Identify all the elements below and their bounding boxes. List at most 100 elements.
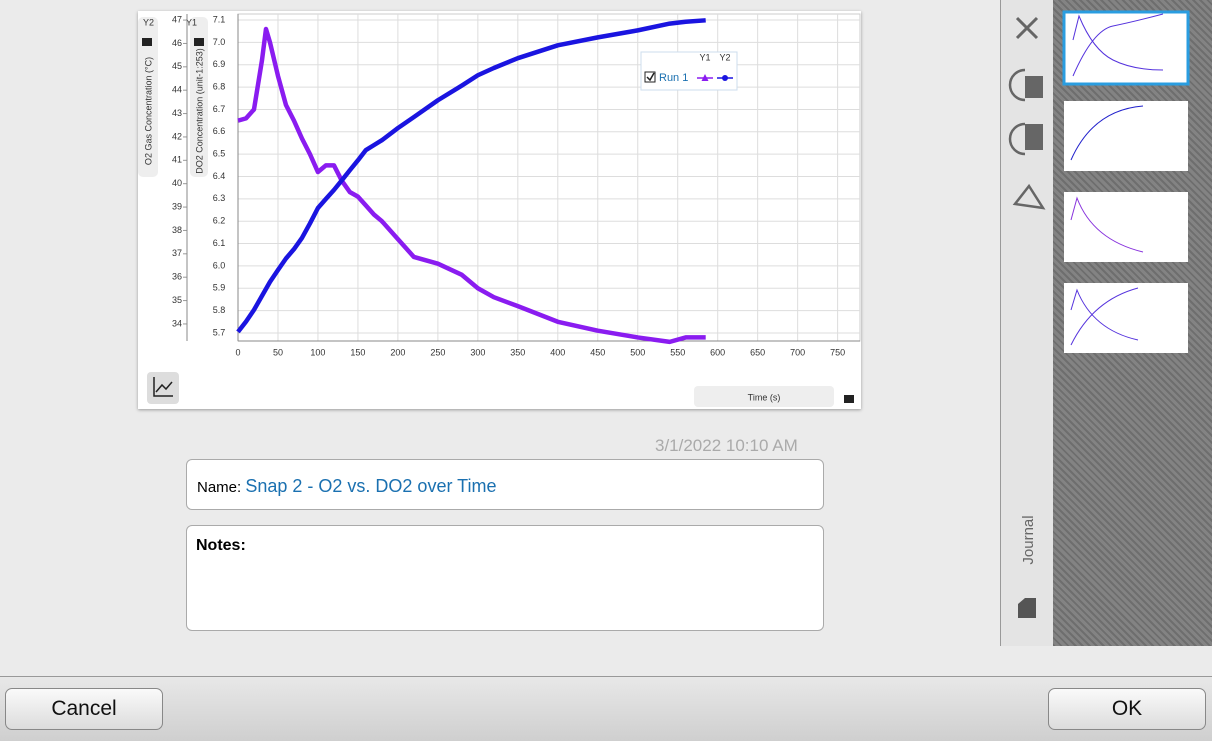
name-field[interactable]: Name: Snap 2 - O2 vs. DO2 over Time [186,459,824,510]
timestamp: 3/1/2022 10:10 AM [655,436,798,455]
share-icon[interactable] [1012,183,1046,210]
legend-column: Y1 [699,52,710,62]
thumbnail[interactable] [1062,10,1190,86]
y1-axis-strip [190,17,208,177]
thumbnail-plot [1070,287,1139,346]
y2-tick-label: 36 [172,272,182,282]
y2-axis-strip [138,17,158,177]
notes-label: Notes: [196,537,246,554]
y-tick-label: 6.5 [213,149,226,159]
series-line [237,26,706,345]
x-tick-label: 150 [350,347,365,357]
lock-icon[interactable] [142,38,152,46]
x-tick-label: 750 [830,347,845,357]
x-tick-label: 500 [630,347,645,357]
snapshot-icon[interactable] [1008,68,1026,102]
y2-tick-label: 45 [172,61,182,71]
y2-tick-label: 47 [172,14,182,24]
y2-tag: Y2 [143,17,154,27]
graph-tools-button[interactable] [147,372,179,404]
plot-area [237,13,861,342]
y-tick-label: 7.1 [213,14,226,24]
x-tick-label: 550 [670,347,685,357]
x-tick-label: 100 [310,347,325,357]
notes-field[interactable]: Notes: [186,525,824,631]
y2-tick-label: 34 [172,318,182,328]
y2-axis-label: O2 Gas Concentration (°C) [143,57,153,165]
journal-label[interactable]: Journal [1020,515,1037,564]
y2-tick-label: 41 [172,155,182,165]
x-tick-label: 350 [510,347,525,357]
name-label: Name: [197,479,242,496]
snapshot-icon[interactable] [1008,122,1026,156]
x-tick-label: 700 [790,347,805,357]
thumbnails [1062,10,1190,353]
legend-name: Run 1 [659,72,688,84]
y-tick-label: 6.7 [213,104,226,114]
y-tick-label: 6.1 [213,238,226,248]
y-tick-label: 5.7 [213,327,226,337]
name-value: Snap 2 - O2 vs. DO2 over Time [245,476,497,496]
graph-icon [153,377,173,397]
y-tick-label: 6.6 [213,126,226,136]
y-tick-label: 6.4 [213,171,226,181]
lock-icon[interactable] [194,38,204,46]
checkmark [646,72,655,82]
legend-column: Y2 [719,52,730,62]
x-tick-label: 250 [430,347,445,357]
legend-marker [701,74,709,81]
thumbnail[interactable] [1064,283,1188,353]
y-tick-label: 5.9 [213,283,226,293]
x-tick-label: 400 [550,347,565,357]
thumbnail-plot [1072,13,1164,77]
x-tick-label: 50 [273,347,283,357]
legend [640,51,738,91]
y2-tick-label: 40 [172,178,182,188]
journal-panel [1053,0,1212,646]
y-tick-label: 6.0 [213,260,226,270]
sidebar-icons: Journal [1008,16,1046,618]
x-tick-label: 300 [470,347,485,357]
y-tick-label: 6.3 [213,193,226,203]
x-tick-label: 650 [750,347,765,357]
series-line [236,18,706,334]
y2-tick-label: 39 [172,201,182,211]
snapshot-icon-box [1025,124,1043,150]
y1-axis-label: DO2 Concentration (unit-1:253) [194,48,204,174]
close-icon[interactable] [1015,16,1039,40]
y-tick-label: 6.9 [213,59,226,69]
chart: Y2 Y1 O2 Gas Concentration (°C) DO2 Conc… [138,11,861,409]
sidebar: Journal [1000,0,1054,646]
y2-tick-label: 44 [172,85,182,95]
y2-tick-label: 38 [172,225,182,235]
thumbnail[interactable] [1064,192,1188,262]
cancel-button[interactable]: Cancel [5,688,163,730]
x-tick-label: 600 [710,347,725,357]
y-tick-label: 6.2 [213,216,226,226]
y-tick-label: 7.0 [213,37,226,47]
y-tick-label: 5.8 [213,305,226,315]
y2-tick-label: 37 [172,248,182,258]
thumbnail[interactable] [1064,101,1188,171]
thumbnail-plot [1070,105,1144,161]
y2-tick-label: 43 [172,108,182,118]
legend-checkbox[interactable] [644,71,656,83]
x-tick-label: 200 [390,347,405,357]
legend-marker [722,75,728,81]
snapshot-icon-box [1025,76,1043,98]
bottom-bar [0,676,1212,741]
ok-button[interactable]: OK [1048,688,1206,730]
y-tick-label: 6.8 [213,81,226,91]
x-tick-label: 450 [590,347,605,357]
x-axis-strip [694,386,834,407]
y2-tick-label: 46 [172,38,182,48]
x-axis-label: Time (s) [748,392,781,402]
y2-tick-label: 42 [172,131,182,141]
thumbnail-plot [1070,196,1144,253]
y2-tick-label: 35 [172,295,182,305]
edit-icon[interactable] [1018,598,1036,618]
lock-icon[interactable] [844,395,854,403]
y1-tag: Y1 [186,17,197,27]
x-tick-label: 0 [235,347,240,357]
